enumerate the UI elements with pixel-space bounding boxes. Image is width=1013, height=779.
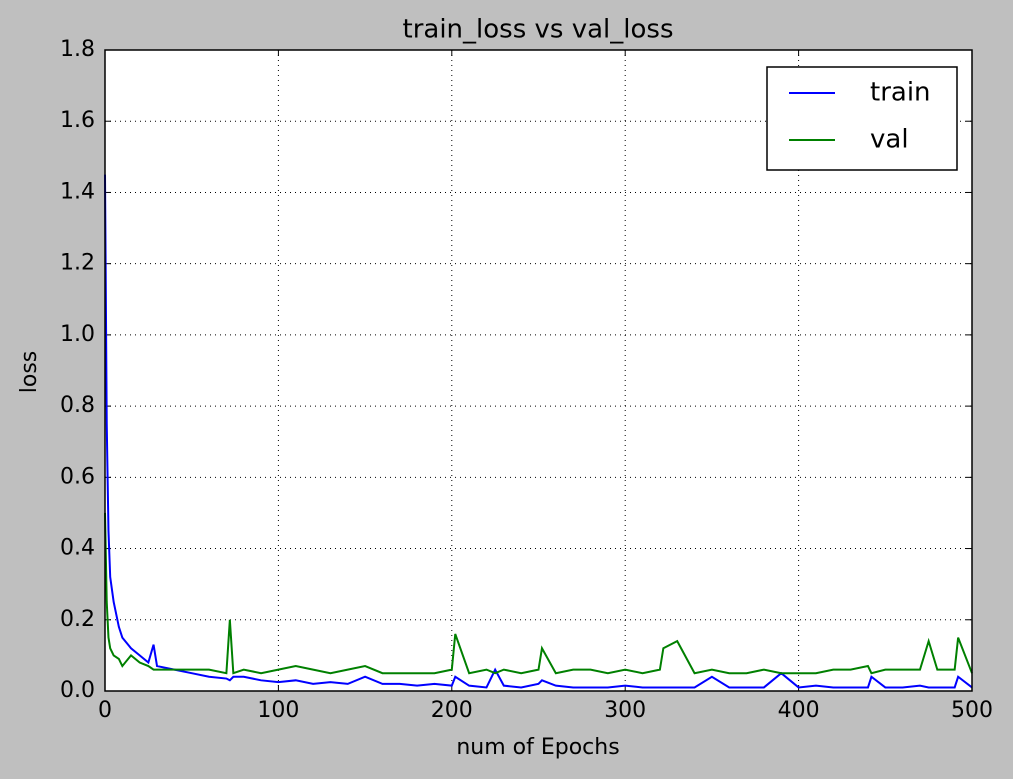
y-tick-label: 1.8	[60, 37, 95, 62]
y-tick-label: 0.8	[60, 393, 95, 418]
y-tick-label: 1.2	[60, 251, 95, 276]
x-axis-label: num of Epochs	[456, 735, 619, 760]
y-axis-label: loss	[17, 351, 42, 394]
legend-label: train	[870, 78, 931, 108]
line-series	[104, 174, 973, 689]
y-tick-label: 1.6	[60, 108, 95, 133]
y-tick-label: 0.6	[60, 464, 95, 489]
legend-box	[766, 66, 958, 171]
x-tick-label: 400	[778, 698, 820, 723]
y-tick-label: 0.0	[60, 678, 95, 703]
y-tick-label: 0.4	[60, 536, 95, 561]
y-tick-label: 0.2	[60, 607, 95, 632]
plot-border	[104, 49, 973, 692]
x-tick-label: 200	[431, 698, 473, 723]
y-tick-label: 1.4	[60, 179, 95, 204]
chart-title: train_loss vs val_loss	[403, 15, 674, 45]
x-tick-label: 0	[98, 698, 112, 723]
line-series	[104, 512, 973, 675]
x-tick-label: 300	[604, 698, 646, 723]
y-tick-label: 1.0	[60, 322, 95, 347]
x-tick-label: 500	[951, 698, 993, 723]
legend-label: val	[870, 125, 909, 155]
x-tick-label: 100	[257, 698, 299, 723]
